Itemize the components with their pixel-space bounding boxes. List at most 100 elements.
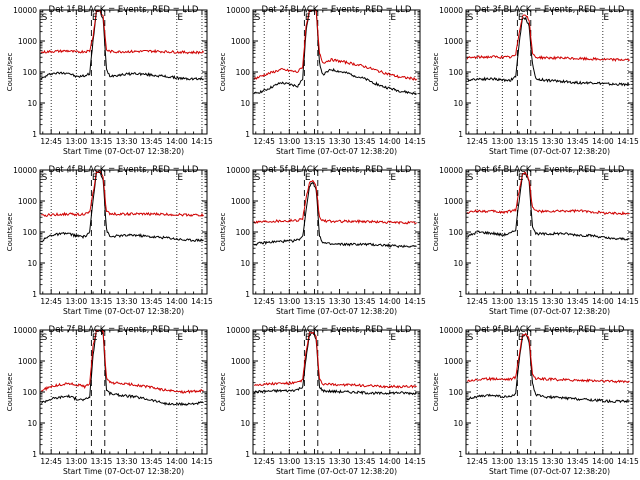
y-axis-label: Counts/sec [6, 53, 14, 92]
events-series-line [466, 332, 630, 404]
y-tick-label: 1000 [18, 357, 37, 366]
time-marker-letter: E [518, 173, 524, 183]
x-tick-label: 12:45 [253, 297, 275, 306]
time-marker-letter: S [468, 173, 474, 183]
x-tick-label: 13:00 [278, 457, 300, 466]
x-axis-label: Start Time (07-Oct-07 12:38:20) [489, 467, 610, 476]
x-axis-label: Start Time (07-Oct-07 12:38:20) [63, 467, 184, 476]
x-tick-label: 13:00 [65, 457, 87, 466]
y-axis-label: Counts/sec [432, 213, 440, 252]
x-tick-label: 13:30 [116, 457, 138, 466]
time-marker-letter: S [468, 13, 474, 23]
x-tick-label: 13:15 [91, 457, 113, 466]
time-marker-letter: E [92, 333, 98, 343]
y-tick-label: 1 [32, 450, 37, 459]
x-tick-label: 14:15 [617, 297, 639, 306]
events-series-line [466, 16, 630, 87]
y-axis-label: Counts/sec [6, 213, 14, 252]
x-tick-label: 14:00 [379, 137, 401, 146]
time-marker-letter: E [518, 333, 524, 343]
x-tick-label: 14:15 [191, 457, 213, 466]
y-tick-label: 1000 [444, 37, 463, 46]
x-tick-label: 12:45 [253, 457, 275, 466]
x-tick-label: 13:30 [116, 297, 138, 306]
x-tick-label: 13:00 [65, 137, 87, 146]
y-tick-label: 1 [245, 130, 250, 139]
x-tick-label: 13:45 [567, 137, 589, 146]
x-tick-label: 14:15 [404, 137, 426, 146]
y-tick-label: 10000 [13, 166, 37, 175]
y-axis-label: Counts/sec [6, 373, 14, 412]
y-tick-label: 1000 [231, 357, 250, 366]
events-series-line [40, 172, 204, 243]
x-tick-label: 14:15 [404, 297, 426, 306]
time-marker-letter: E [177, 13, 183, 23]
time-marker-letter: E [603, 173, 609, 183]
y-axis-label: Counts/sec [219, 53, 227, 92]
lld-series-line [40, 328, 204, 395]
panel-title: Det 7f BLACK = Events, RED = LLD [49, 325, 199, 335]
panel-title: Det 2f BLACK = Events, RED = LLD [262, 5, 412, 15]
x-tick-label: 12:45 [466, 457, 488, 466]
x-tick-label: 14:00 [379, 457, 401, 466]
y-tick-label: 10000 [439, 6, 463, 15]
y-tick-label: 10 [453, 259, 463, 268]
time-marker-letter: E [390, 13, 396, 23]
x-tick-label: 14:15 [404, 457, 426, 466]
panel-title: Det 9f BLACK = Events, RED = LLD [475, 325, 625, 335]
x-tick-label: 12:45 [466, 137, 488, 146]
time-marker-letter: E [92, 173, 98, 183]
x-tick-label: 13:00 [491, 457, 513, 466]
y-tick-label: 10 [240, 419, 250, 428]
x-tick-label: 13:15 [91, 297, 113, 306]
x-tick-label: 12:45 [40, 137, 62, 146]
detector-panel-2: 1 10 100 1000 10000 12:45 13:00 13:15 13:30 13:45… [219, 5, 426, 156]
time-marker-letter: E [305, 173, 311, 183]
lld-series-line [253, 9, 418, 81]
time-marker-letter: S [255, 13, 261, 23]
y-tick-label: 1000 [444, 197, 463, 206]
x-tick-label: 12:45 [40, 297, 62, 306]
y-tick-label: 100 [449, 388, 464, 397]
x-tick-label: 13:30 [329, 457, 351, 466]
x-tick-label: 13:45 [354, 137, 376, 146]
plot-frame [39, 9, 208, 135]
y-axis-label: Counts/sec [432, 373, 440, 412]
y-axis-label: Counts/sec [219, 213, 227, 252]
time-marker-letter: E [518, 13, 524, 23]
x-tick-label: 13:30 [329, 297, 351, 306]
y-tick-label: 10000 [13, 326, 37, 335]
x-axis-label: Start Time (07-Oct-07 12:38:20) [489, 147, 610, 156]
y-tick-label: 1 [245, 450, 250, 459]
time-marker-letter: E [305, 333, 311, 343]
events-series-line [253, 181, 417, 249]
time-marker-letter: S [255, 173, 261, 183]
y-tick-label: 1000 [444, 357, 463, 366]
y-tick-label: 100 [23, 68, 38, 77]
time-marker-letter: S [42, 13, 48, 23]
detector-panel-7: 1 10 100 1000 10000 12:45 13:00 13:15 13:30 13:45… [6, 325, 213, 476]
x-tick-label: 12:45 [253, 137, 275, 146]
y-tick-label: 10000 [226, 6, 250, 15]
events-series-line [467, 171, 630, 241]
x-tick-label: 13:00 [491, 137, 513, 146]
x-tick-label: 14:00 [592, 457, 614, 466]
y-tick-label: 1000 [231, 37, 250, 46]
y-tick-label: 100 [23, 388, 38, 397]
y-tick-label: 10 [27, 259, 37, 268]
y-tick-label: 100 [236, 68, 251, 77]
y-tick-label: 100 [236, 228, 251, 237]
y-tick-label: 1 [458, 130, 463, 139]
time-marker-letter: S [42, 333, 48, 343]
x-tick-label: 13:30 [116, 137, 138, 146]
x-tick-label: 13:00 [278, 297, 300, 306]
panel-title: Det 6f BLACK = Events, RED = LLD [475, 165, 625, 175]
detector-panel-4: 1 10 100 1000 10000 12:45 13:00 13:15 13:30 13:45… [6, 165, 213, 316]
time-marker-letter: E [390, 173, 396, 183]
lld-series-line [40, 10, 205, 55]
events-series-line [40, 9, 204, 81]
plot-frame [39, 169, 208, 295]
lld-series-line [253, 331, 417, 389]
lld-series-line [466, 332, 630, 384]
